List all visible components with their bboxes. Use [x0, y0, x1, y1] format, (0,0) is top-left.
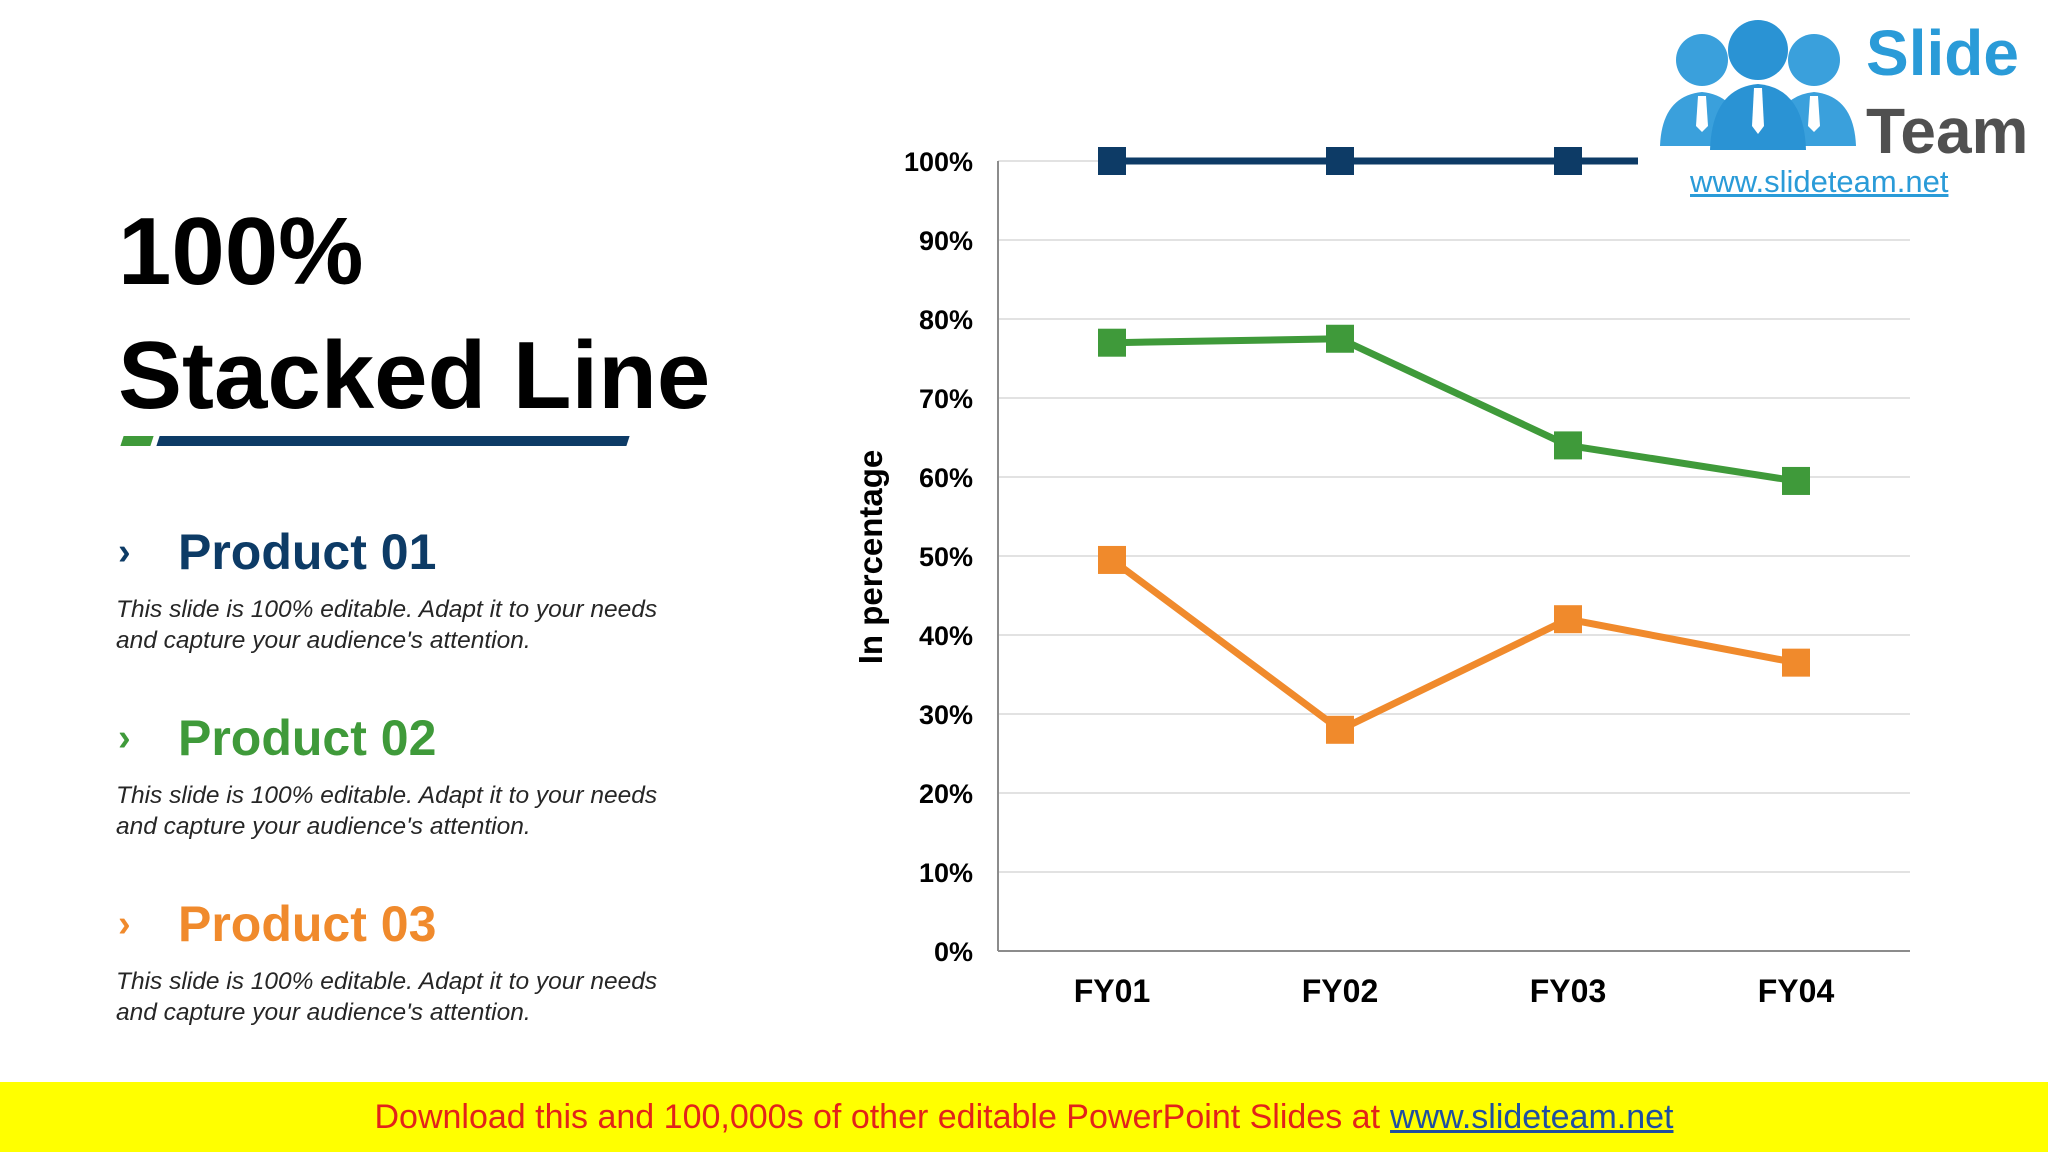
y-tick-label: 90%	[919, 226, 973, 256]
banner-link[interactable]: www.slideteam.net	[1390, 1097, 1674, 1136]
chart-series	[1098, 147, 1810, 744]
y-tick-label: 50%	[919, 542, 973, 572]
y-tick-label: 40%	[919, 621, 973, 651]
product-item-02: › Product 02 This slide is 100% editable…	[116, 708, 736, 842]
chart-gridlines	[997, 160, 1910, 952]
title-line-1: 100%	[118, 198, 364, 305]
product-description: This slide is 100% editable. Adapt it to…	[116, 966, 716, 1028]
y-tick-label: 60%	[919, 463, 973, 493]
series-3-point	[1098, 545, 1126, 574]
product-name: Product 01	[178, 524, 437, 580]
series-1-point	[1098, 147, 1126, 175]
y-tick-label: 70%	[919, 384, 973, 414]
people-logo-icon	[1660, 20, 1856, 150]
y-axis-label: In percentage	[852, 450, 889, 665]
series-line-3	[1109, 557, 1797, 734]
logo-url-link[interactable]: www.slideteam.net	[1690, 164, 1949, 199]
download-banner: Download this and 100,000s of other edit…	[0, 1082, 2048, 1152]
series-3-point	[1554, 605, 1582, 634]
chevron-right-icon: ›	[118, 902, 131, 945]
product-item-03: › Product 03 This slide is 100% editable…	[116, 894, 736, 1028]
chevron-right-icon: ›	[118, 716, 131, 759]
product-description-line: and capture your audience's attention.	[116, 999, 531, 1026]
product-description-line: and capture your audience's attention.	[116, 813, 531, 840]
y-tick-label: 0%	[934, 937, 973, 967]
y-tick-label: 30%	[919, 700, 973, 730]
product-description-line: This slide is 100% editable. Adapt it to…	[116, 596, 658, 623]
x-tick-label: FY01	[1074, 973, 1150, 1009]
title-line-2: Stacked Line	[118, 322, 711, 429]
logo-word-team: Team	[1866, 95, 2029, 167]
y-tick-label: 10%	[919, 858, 973, 888]
banner-text: Download this and 100,000s of other edit…	[374, 1097, 1381, 1136]
product-item-01: › Product 01 This slide is 100% editable…	[116, 522, 736, 656]
chevron-right-icon: ›	[118, 530, 131, 573]
series-3-point	[1326, 715, 1354, 744]
x-tick-label: FY04	[1758, 973, 1835, 1009]
product-name: Product 03	[178, 896, 437, 952]
product-description-line: and capture your audience's attention.	[116, 627, 531, 654]
x-axis-ticks: FY01 FY02 FY03 FY04	[1074, 973, 1835, 1009]
series-1-point	[1554, 147, 1582, 175]
series-3-point	[1782, 648, 1810, 677]
series-1-point	[1326, 147, 1354, 175]
y-axis-ticks: 0% 10% 20% 30% 40% 50% 60% 70% 80% 90% 100%	[904, 147, 973, 967]
product-description-line: This slide is 100% editable. Adapt it to…	[116, 782, 658, 809]
y-tick-label: 20%	[919, 779, 973, 809]
x-tick-label: FY03	[1530, 973, 1606, 1009]
product-description: This slide is 100% editable. Adapt it to…	[116, 780, 716, 842]
slideteam-logo: Slide Team www.slideteam.net	[1638, 0, 2038, 200]
line-chart: 0%10%20%30%40%50%60%70%80%90%100% FY01 FY…	[852, 147, 1910, 1009]
series-2-point	[1782, 466, 1810, 495]
slide-title: 100% Stacked Line	[118, 190, 710, 438]
series-2-point	[1098, 328, 1126, 357]
x-tick-label: FY02	[1302, 973, 1378, 1009]
series-line-2	[1111, 335, 1797, 485]
logo-word-slide: Slide	[1866, 17, 2019, 89]
y-tick-label: 100%	[904, 147, 973, 177]
series-2-point	[1326, 324, 1354, 353]
y-tick-label: 80%	[919, 305, 973, 335]
product-name: Product 02	[178, 710, 437, 766]
product-description: This slide is 100% editable. Adapt it to…	[116, 594, 716, 656]
product-description-line: This slide is 100% editable. Adapt it to…	[116, 968, 658, 995]
series-2-point	[1554, 431, 1582, 460]
